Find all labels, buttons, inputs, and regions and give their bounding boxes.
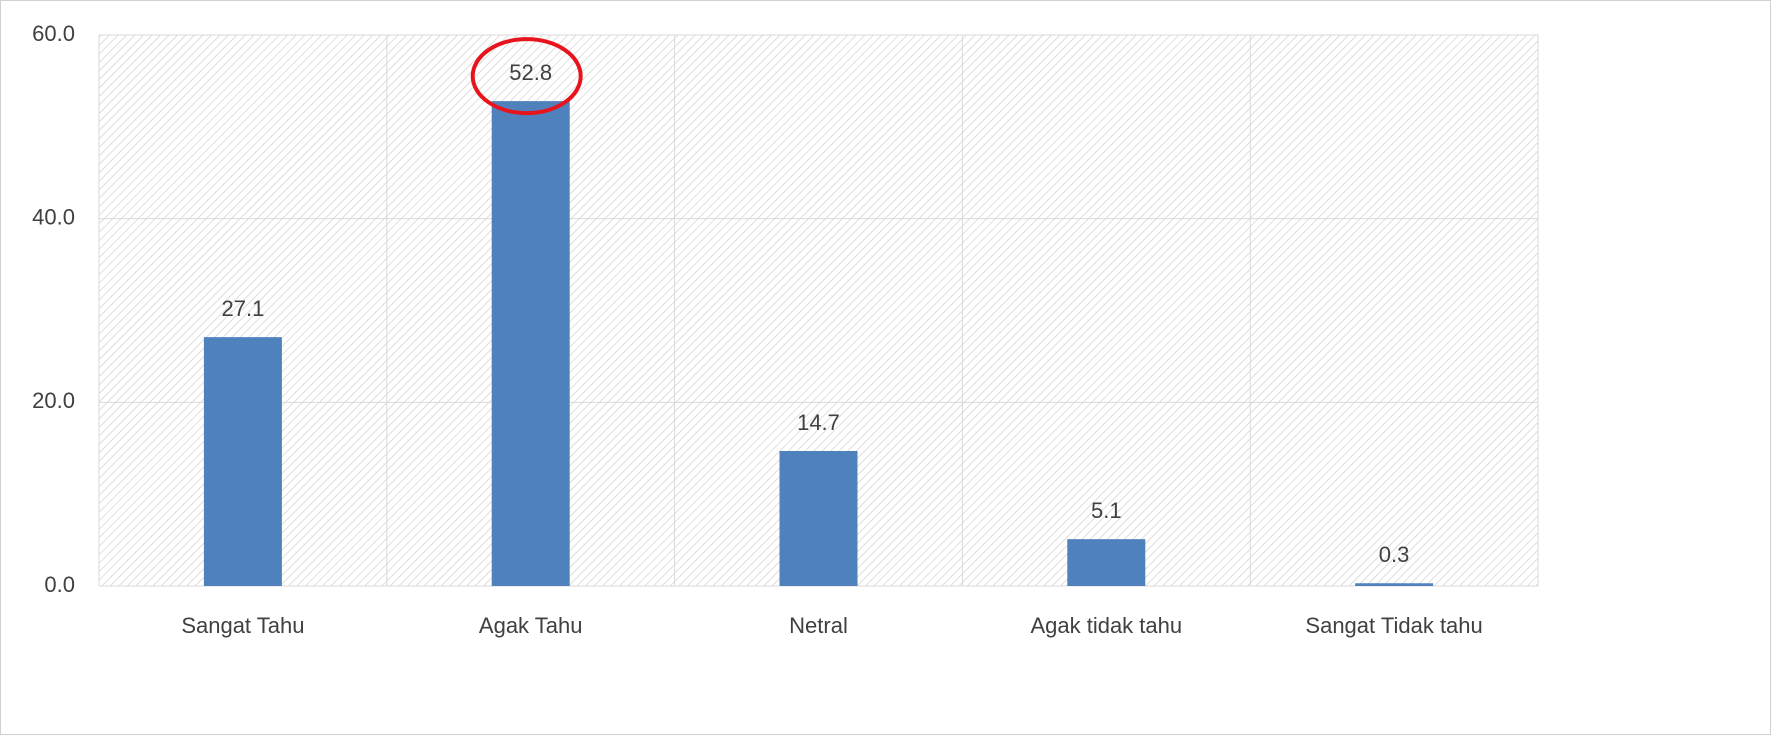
bar	[203, 337, 282, 586]
data-label: 0.3	[1379, 542, 1410, 567]
x-tick-label: Agak tidak tahu	[1030, 613, 1182, 638]
data-label: 5.1	[1091, 498, 1122, 523]
x-tick-label: Sangat Tidak tahu	[1305, 613, 1482, 638]
bar	[1067, 539, 1146, 586]
x-tick-label: Sangat Tahu	[181, 613, 304, 638]
data-label: 27.1	[221, 296, 264, 321]
y-tick-label: 60.0	[32, 21, 75, 46]
y-tick-label: 0.0	[44, 572, 75, 597]
bar	[1355, 583, 1434, 586]
data-label: 52.8	[509, 60, 552, 85]
y-tick-label: 20.0	[32, 388, 75, 413]
bar	[491, 101, 570, 587]
highlight-ellipse	[470, 37, 583, 116]
bar	[779, 451, 858, 586]
data-label: 14.7	[797, 410, 840, 435]
x-tick-label: Netral	[789, 613, 848, 638]
x-tick-label: Agak Tahu	[479, 613, 583, 638]
y-tick-label: 40.0	[32, 204, 75, 229]
